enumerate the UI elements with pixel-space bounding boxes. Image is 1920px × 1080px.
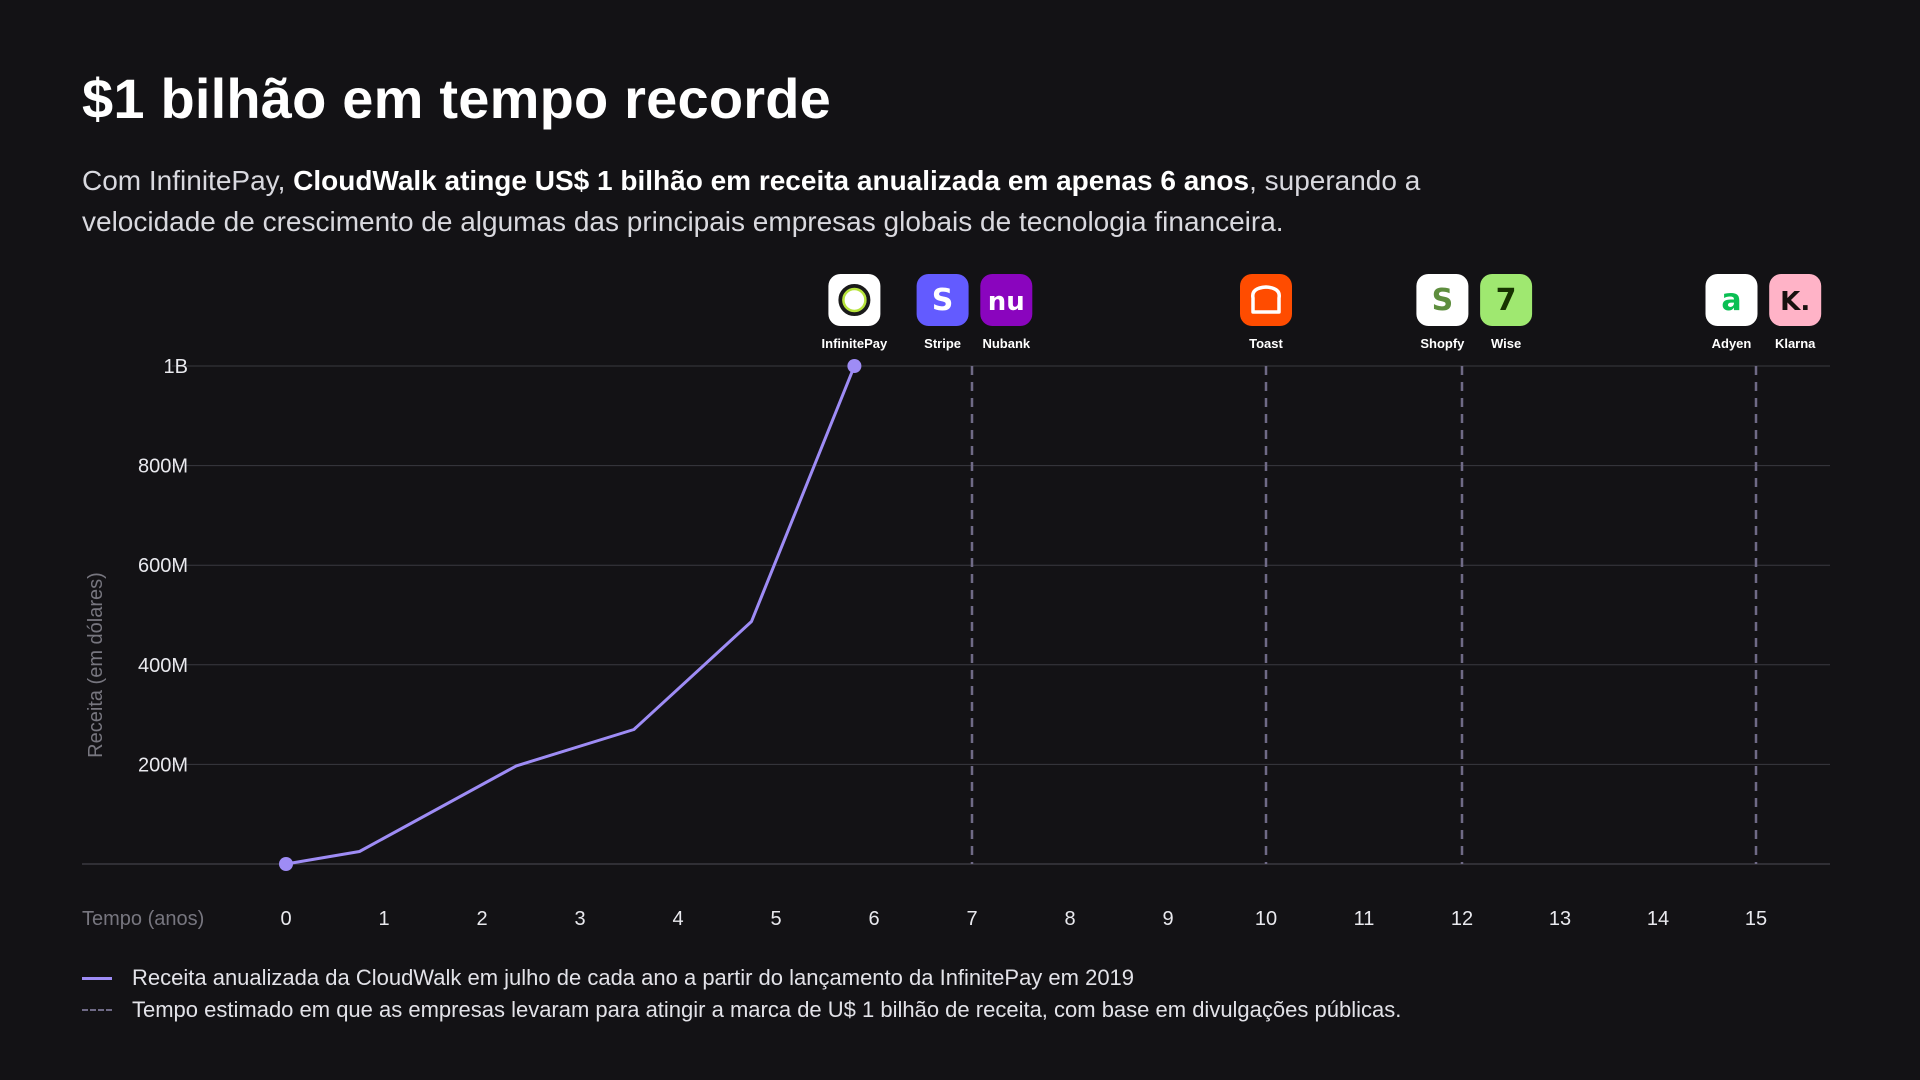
x-tick-label: 9 xyxy=(1162,908,1173,930)
legend-solid-swatch xyxy=(82,976,112,980)
revenue-line xyxy=(285,365,856,866)
logo-label: Shopfy xyxy=(1420,336,1465,351)
x-tick-label: 6 xyxy=(868,908,879,930)
klarna-k-icon-glyph: K. xyxy=(1780,287,1810,317)
page-subtitle: Com InfinitePay, CloudWalk atinge US$ 1 … xyxy=(82,160,1502,242)
chart-legend: Receita anualizada da CloudWalk em julho… xyxy=(82,962,1401,1026)
revenue-point xyxy=(847,359,862,373)
shopify-bag-icon xyxy=(1416,274,1469,326)
y-tick-label: 1B xyxy=(164,356,188,378)
x-tick-label: 12 xyxy=(1451,908,1473,930)
x-axis-label: Tempo (anos) xyxy=(82,908,204,930)
infinitepay-ring-icon xyxy=(828,274,881,326)
legend-milestone-label: Tempo estimado em que as empresas levara… xyxy=(132,997,1402,1022)
stripe-s-icon-glyph: S xyxy=(932,283,954,318)
legend-item-revenue: Receita anualizada da CloudWalk em julho… xyxy=(82,962,1401,994)
x-tick-label: 15 xyxy=(1745,908,1767,930)
nubank-nu-icon-glyph: nu xyxy=(988,287,1025,317)
subtitle-prefix: Com InfinitePay, xyxy=(82,165,294,196)
logo-label: Adyen xyxy=(1712,336,1752,351)
y-tick-label: 800M xyxy=(138,456,188,478)
subtitle-bold: CloudWalk atinge US$ 1 bilhão em receita… xyxy=(293,165,1250,196)
x-tick-label: 8 xyxy=(1064,908,1075,930)
legend-item-milestones: Tempo estimado em que as empresas levara… xyxy=(82,994,1401,1026)
x-tick-label: 13 xyxy=(1549,908,1571,930)
y-tick-label: 600M xyxy=(138,555,188,577)
x-tick-label: 14 xyxy=(1647,908,1669,930)
logo-label: Nubank xyxy=(982,336,1030,351)
y-tick-label: 200M xyxy=(138,754,188,776)
logo-label: Toast xyxy=(1249,336,1283,351)
subtitle-suffix: , superando a velocidade de crescimento … xyxy=(82,165,1421,237)
x-tick-label: 5 xyxy=(770,908,781,930)
logo-label: InfinitePay xyxy=(822,336,889,351)
y-tick-label: 400M xyxy=(138,655,188,677)
infinitepay-ring-inner xyxy=(842,287,867,313)
x-tick-label: 0 xyxy=(280,908,291,930)
revenue-point xyxy=(279,857,293,871)
logo-label: Klarna xyxy=(1775,336,1816,351)
legend-revenue-label: Receita anualizada da CloudWalk em julho… xyxy=(132,965,1135,990)
x-tick-label: 3 xyxy=(574,908,585,930)
stripe-s-icon xyxy=(916,274,969,326)
x-tick-label: 2 xyxy=(476,908,487,930)
toast-icon xyxy=(1240,274,1292,326)
x-tick-label: 1 xyxy=(378,908,389,930)
adyen-icon xyxy=(1705,274,1758,326)
x-tick-label: 11 xyxy=(1354,908,1375,930)
x-tick-label: 10 xyxy=(1255,908,1277,930)
infinitepay-ring-outer xyxy=(838,284,871,316)
adyen-icon-glyph: a xyxy=(1721,283,1741,318)
nubank-nu-icon xyxy=(980,274,1033,326)
toast-bread-glyph xyxy=(1251,285,1281,314)
logo-label: Wise xyxy=(1491,336,1521,351)
wise-flag-icon-glyph: 7 xyxy=(1496,283,1517,318)
y-axis-label: Receita (em dólares) xyxy=(85,572,107,758)
x-tick-label: 4 xyxy=(672,908,683,930)
klarna-k-icon xyxy=(1769,274,1822,326)
x-tick-label: 7 xyxy=(966,908,977,930)
wise-flag-icon xyxy=(1480,274,1533,326)
logo-label: Stripe xyxy=(924,336,961,351)
legend-dashed-swatch xyxy=(82,1009,112,1011)
page-title: $1 bilhão em tempo recorde xyxy=(82,67,831,130)
shopify-bag-icon-glyph: S xyxy=(1432,283,1454,318)
